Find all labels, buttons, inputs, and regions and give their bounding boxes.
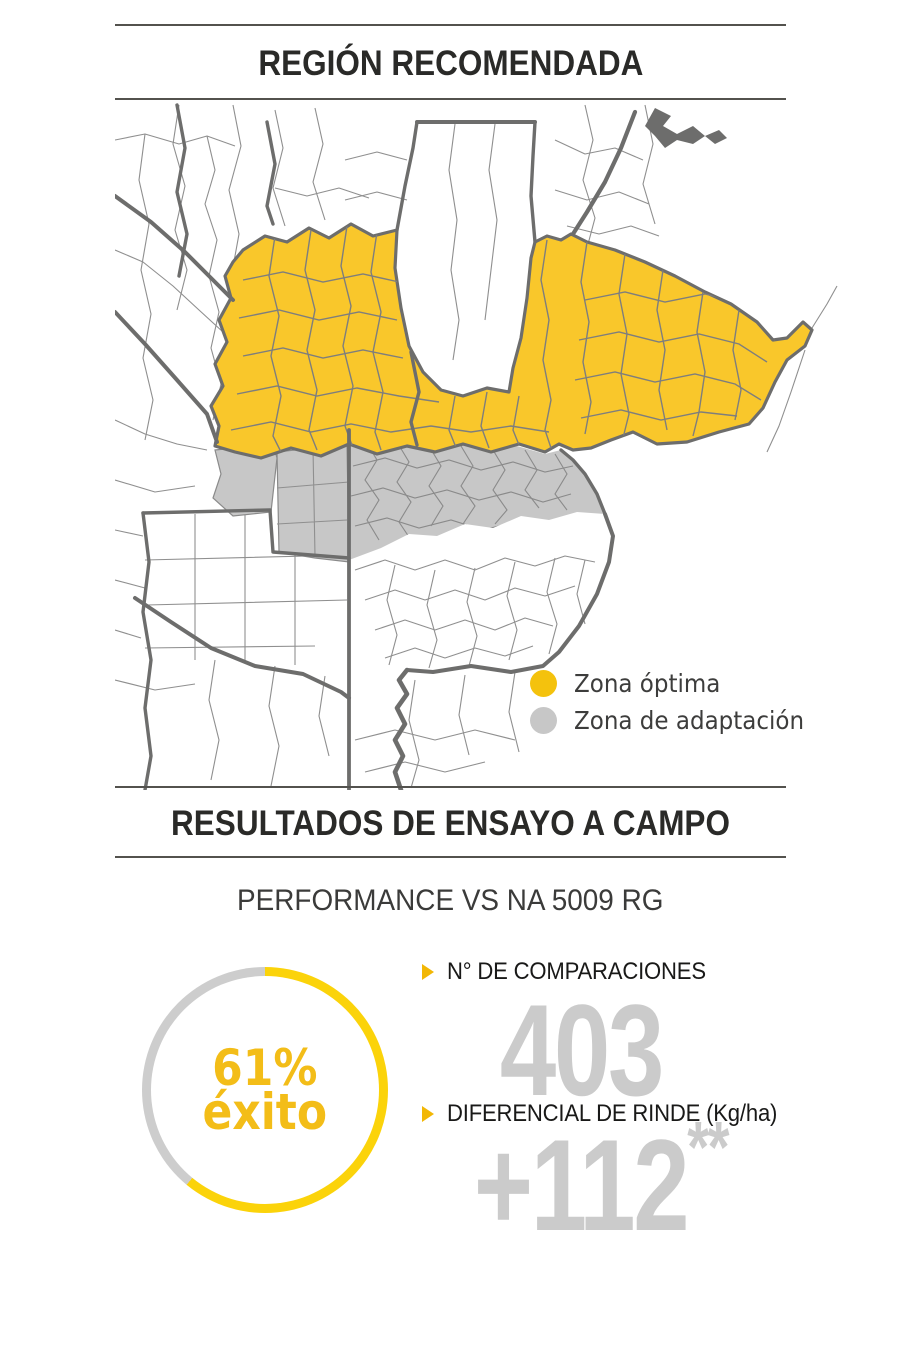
arrow-bullet-icon [422,964,434,980]
performance-subtitle: PERFORMANCE VS NA 5009 RG [237,884,664,917]
donut-hole: 61% éxito [151,976,379,1204]
legend-item-adaptation: Zona de adaptación [530,705,824,735]
page-title: REGIÓN RECOMENDADA [257,44,644,83]
legend-label: Zona óptima [574,668,721,698]
arrow-bullet-icon [422,1106,434,1122]
yield-diff-label: DIFERENCIAL DE RINDE (Kg/ha) [447,1100,778,1127]
results-bottom-rule [115,856,786,858]
donut-center-label: 61% éxito [202,1039,328,1141]
optimal-zone-dot [530,669,557,697]
results-title: RESULTADOS DE ENSAYO A CAMPO [171,804,730,843]
donut-caption: éxito [202,1083,328,1141]
yield-diff-label-row: DIFERENCIAL DE RINDE (Kg/ha) [422,1100,806,1128]
river-blob [645,108,727,148]
map-legend: Zona óptima Zona de adaptación [530,668,824,742]
success-donut-ring: 61% éxito [142,967,388,1213]
title-bottom-rule [115,98,786,100]
adaptation-zone-dot [530,706,557,734]
comparisons-label: N° DE COMPARACIONES [447,958,706,985]
adaptation-zone-cordoba-shape [276,443,350,563]
yield-diff-value: +112** [473,1108,730,1258]
comparisons-value: 403 [499,977,665,1123]
results-top-rule [115,786,786,788]
legend-label: Zona de adaptación [574,705,805,735]
region-map: Zona óptima Zona de adaptación [115,100,839,790]
province-borders [115,103,638,790]
department-borders-yellow [230,225,776,453]
comparisons-label-row: N° DE COMPARACIONES [422,958,728,986]
donut-percent: 61% [212,1039,318,1097]
legend-item-optimal: Zona óptima [530,668,824,698]
top-rule [115,24,786,26]
